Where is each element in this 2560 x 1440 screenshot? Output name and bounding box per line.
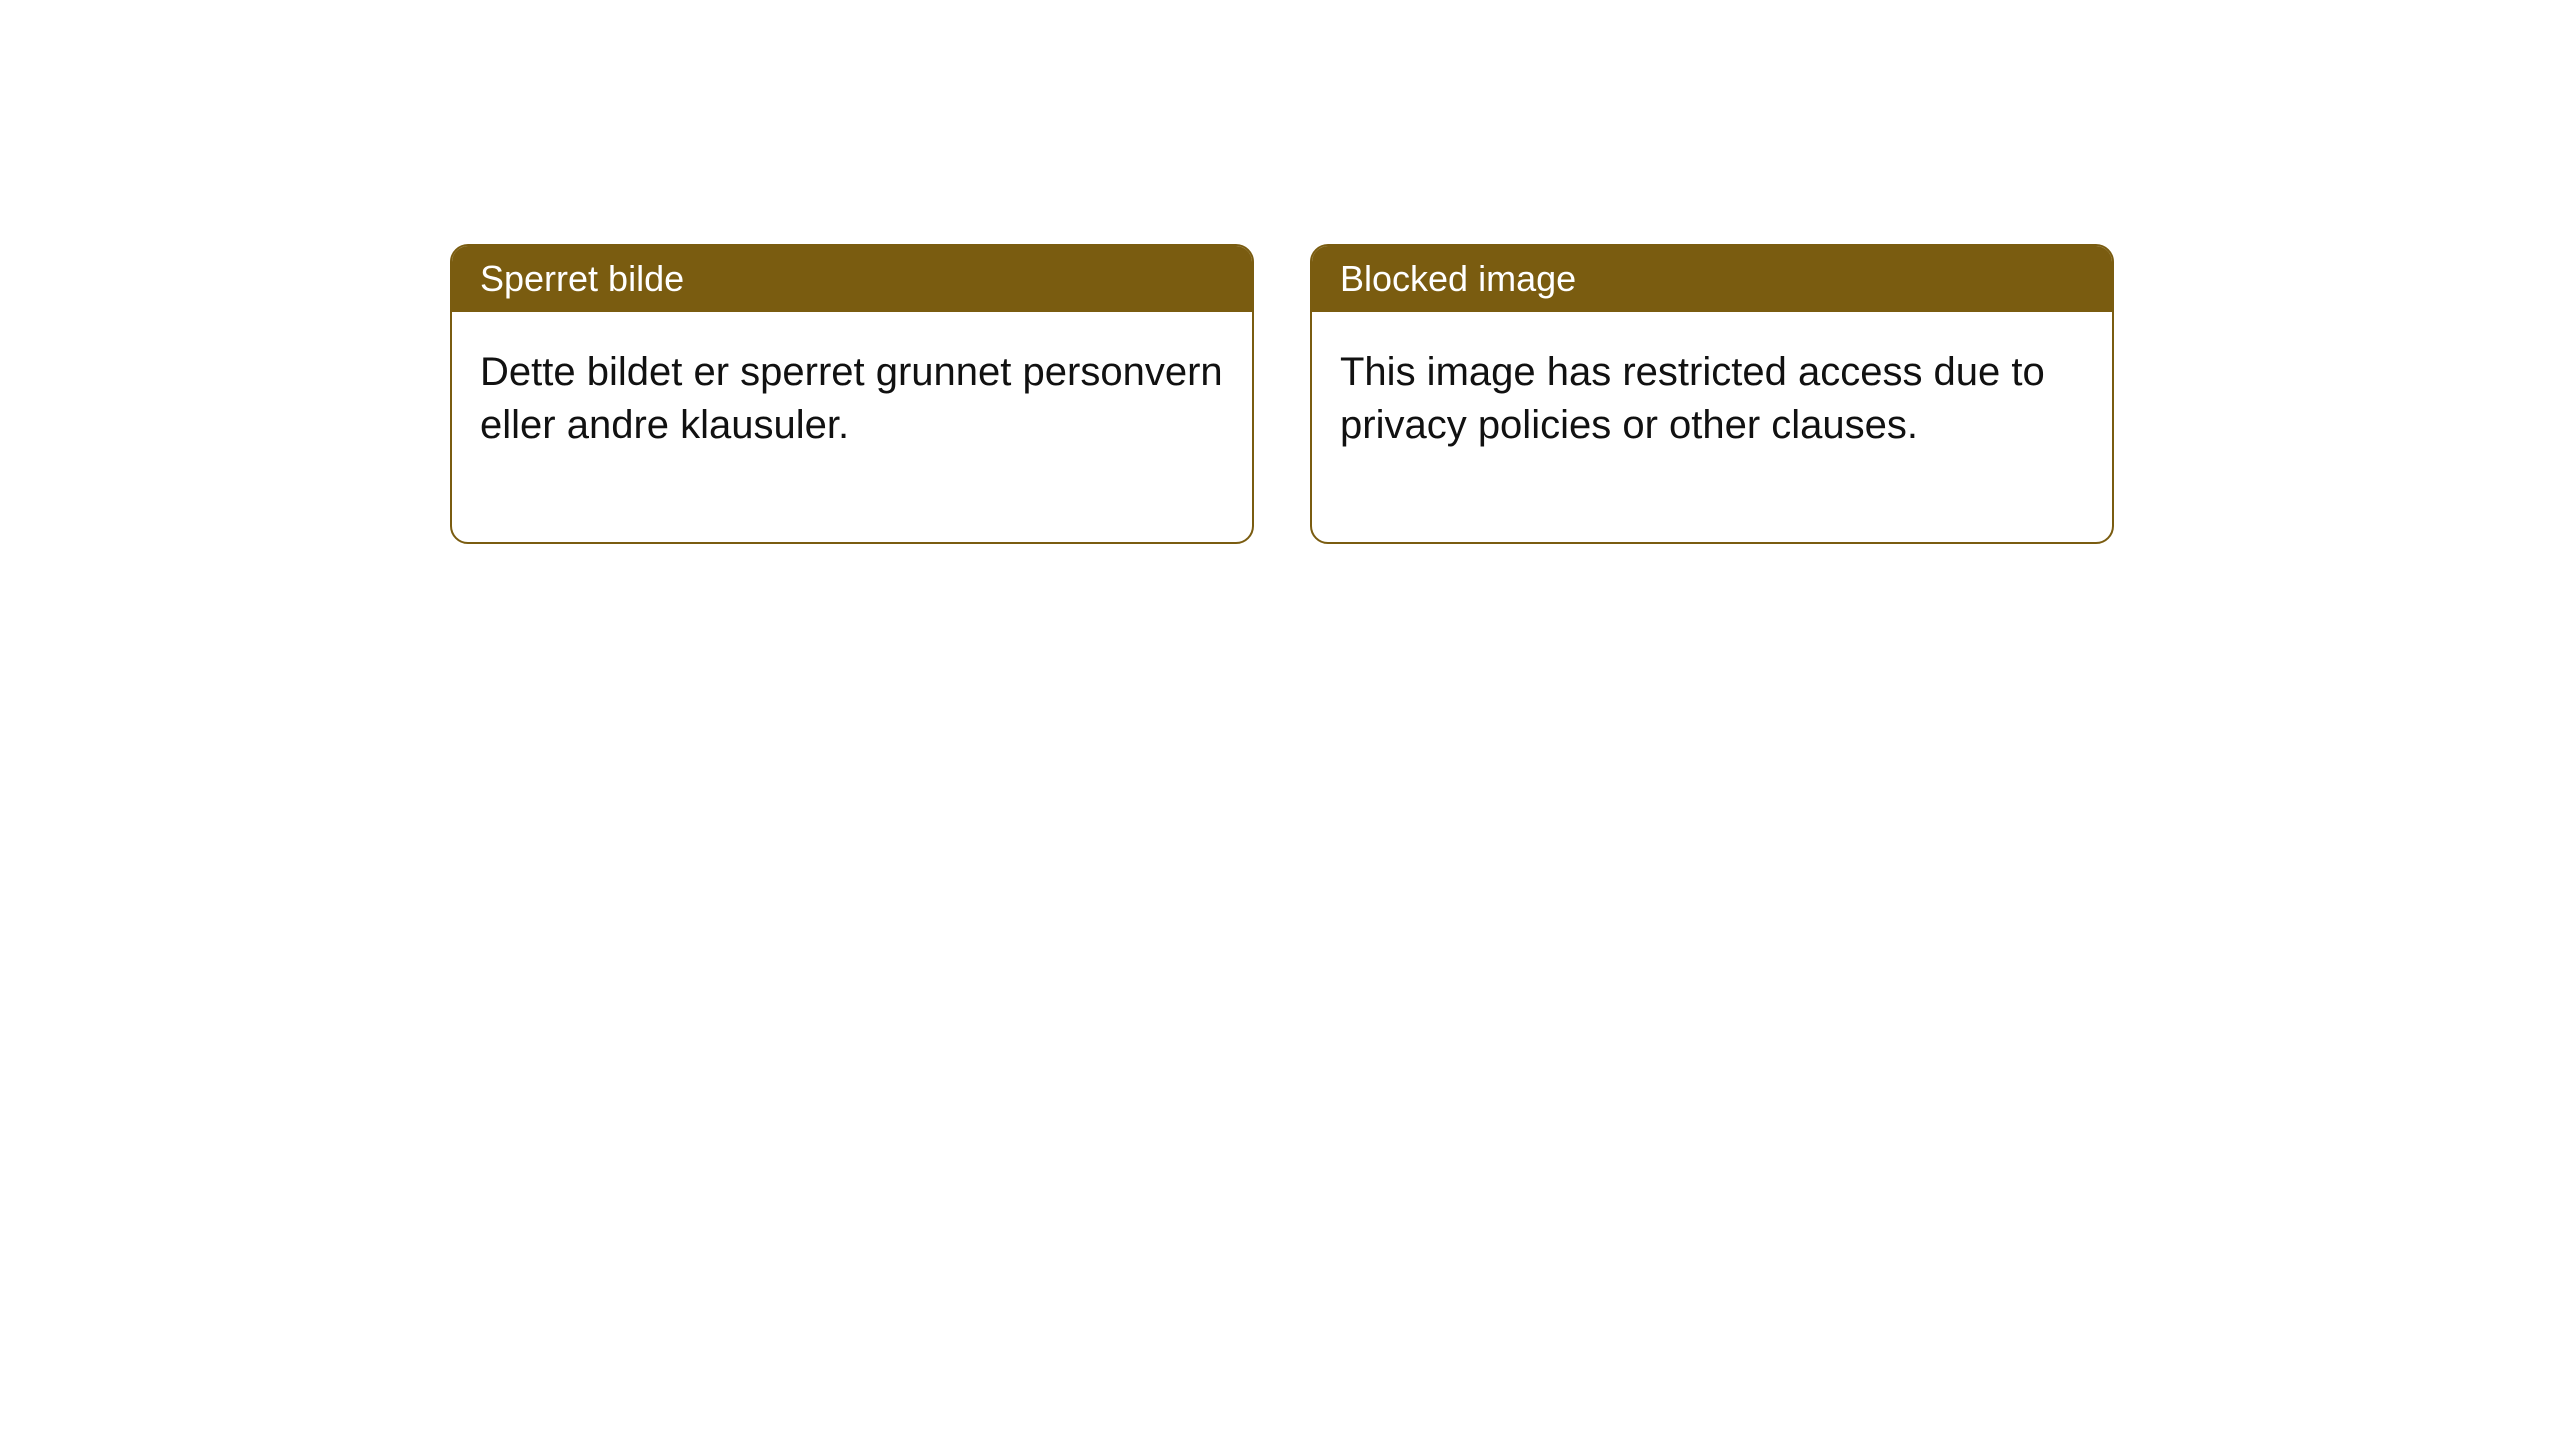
notice-box-english: Blocked image This image has restricted … — [1310, 244, 2114, 544]
notice-body-text: Dette bildet er sperret grunnet personve… — [452, 312, 1252, 542]
notice-title: Sperret bilde — [452, 246, 1252, 312]
notice-body-text: This image has restricted access due to … — [1312, 312, 2112, 542]
notice-title: Blocked image — [1312, 246, 2112, 312]
notice-box-norwegian: Sperret bilde Dette bildet er sperret gr… — [450, 244, 1254, 544]
notice-container: Sperret bilde Dette bildet er sperret gr… — [450, 244, 2114, 544]
